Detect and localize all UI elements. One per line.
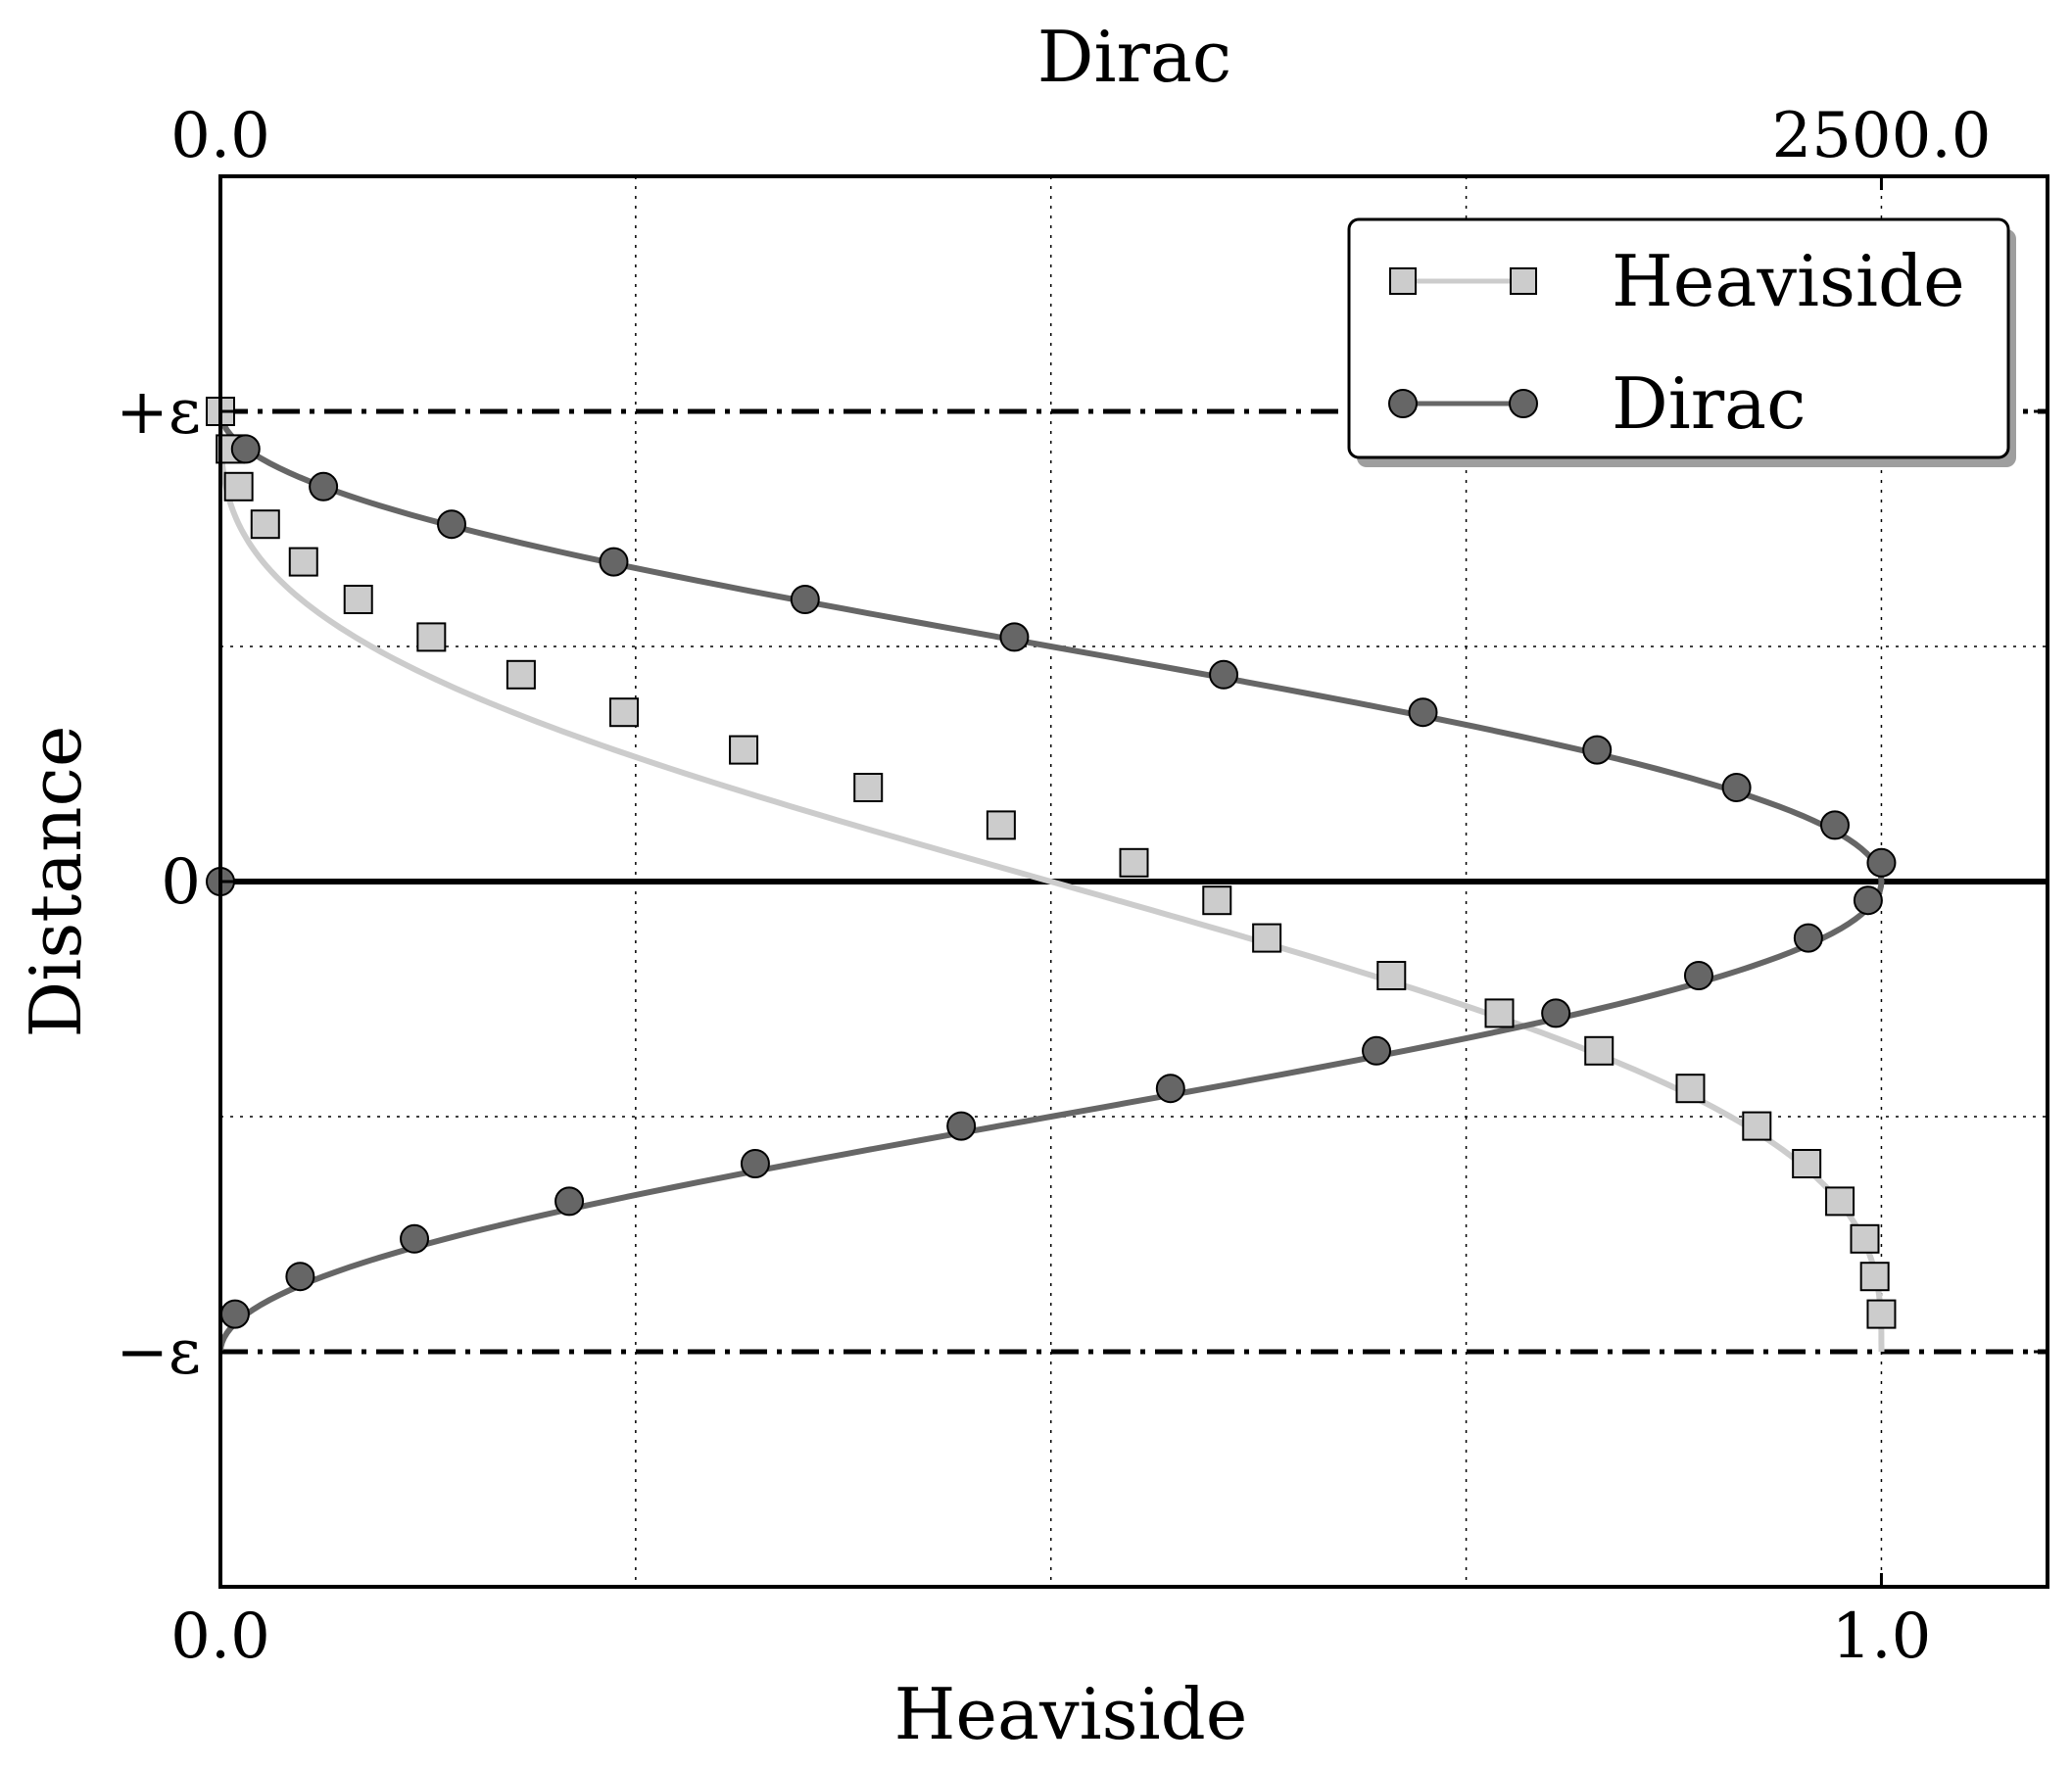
dirac-point bbox=[1541, 998, 1571, 1028]
heaviside-point bbox=[223, 471, 254, 502]
dirac-point bbox=[285, 1262, 315, 1292]
x-axis-title: Heaviside bbox=[894, 1673, 1248, 1755]
dirac-point bbox=[1362, 1035, 1392, 1066]
heaviside-point bbox=[853, 773, 884, 802]
legend-marker-dirac-right bbox=[1509, 389, 1538, 418]
dirac-point bbox=[1721, 773, 1752, 802]
dirac-point bbox=[1408, 697, 1438, 728]
dirac-point bbox=[309, 471, 339, 502]
dirac-point bbox=[999, 622, 1030, 652]
y-axis-title: Distance bbox=[15, 726, 97, 1038]
tick-layer: 0.0 1.0 0.0 2500.0 +ε 0 −ε bbox=[116, 100, 2048, 1673]
heaviside-point bbox=[250, 509, 280, 540]
y-tick-label: +ε bbox=[116, 376, 201, 449]
heaviside-point bbox=[1484, 998, 1515, 1028]
heaviside-point bbox=[986, 810, 1016, 840]
heaviside-point bbox=[1850, 1223, 1880, 1254]
heaviside-point bbox=[1376, 961, 1407, 990]
legend-marker-dirac-left bbox=[1388, 389, 1418, 418]
heaviside-point bbox=[1742, 1111, 1772, 1141]
heaviside-point bbox=[1792, 1149, 1822, 1178]
dirac-point bbox=[1155, 1074, 1185, 1104]
heaviside-point bbox=[1202, 885, 1232, 916]
heaviside-point bbox=[729, 735, 759, 765]
heaviside-point bbox=[1859, 1262, 1890, 1292]
heaviside-point bbox=[506, 659, 536, 690]
heaviside-point bbox=[343, 585, 373, 614]
dirac-point bbox=[219, 1299, 250, 1329]
heaviside-point bbox=[1675, 1074, 1706, 1104]
x2-axis-title: Dirac bbox=[1037, 16, 1231, 98]
dirac-point bbox=[1582, 735, 1613, 765]
dirac-point bbox=[554, 1186, 585, 1217]
heaviside-point bbox=[1825, 1186, 1855, 1217]
x-tick-label: 1.0 bbox=[1832, 1601, 1932, 1673]
y-tick-label: 0 bbox=[161, 846, 201, 919]
legend: Heaviside Dirac bbox=[1347, 217, 2016, 467]
dirac-point bbox=[230, 434, 261, 464]
legend-label-heaviside: Heaviside bbox=[1612, 240, 1965, 322]
x-tick-label: 0.0 bbox=[170, 1601, 270, 1673]
dirac-point bbox=[1853, 885, 1883, 916]
heaviside-point bbox=[416, 622, 447, 652]
dirac-point bbox=[1683, 961, 1713, 990]
dirac-point bbox=[1793, 923, 1823, 953]
dirac-point bbox=[1866, 847, 1897, 878]
y-tick-label: −ε bbox=[116, 1316, 201, 1389]
heaviside-point bbox=[288, 547, 318, 577]
series-line-dirac bbox=[220, 410, 1885, 1353]
dirac-point bbox=[400, 1223, 430, 1254]
heaviside-point bbox=[1866, 1299, 1897, 1329]
x2-tick-label: 0.0 bbox=[170, 100, 270, 172]
dirac-point bbox=[740, 1149, 770, 1178]
dirac-point bbox=[946, 1111, 977, 1141]
heaviside-point bbox=[1252, 923, 1282, 953]
legend-label-dirac: Dirac bbox=[1612, 362, 1806, 445]
heaviside-point bbox=[608, 697, 639, 728]
dirac-point bbox=[437, 509, 467, 540]
dirac-point bbox=[790, 585, 820, 614]
dirac-point bbox=[1209, 659, 1239, 690]
legend-marker-heaviside-left bbox=[1389, 267, 1417, 295]
heaviside-point bbox=[1584, 1035, 1614, 1066]
x2-tick-label: 2500.0 bbox=[1771, 100, 1991, 172]
dirac-point bbox=[1819, 810, 1850, 840]
legend-marker-heaviside-right bbox=[1510, 267, 1537, 295]
heaviside-point bbox=[1119, 847, 1149, 878]
dirac-point bbox=[599, 547, 629, 577]
